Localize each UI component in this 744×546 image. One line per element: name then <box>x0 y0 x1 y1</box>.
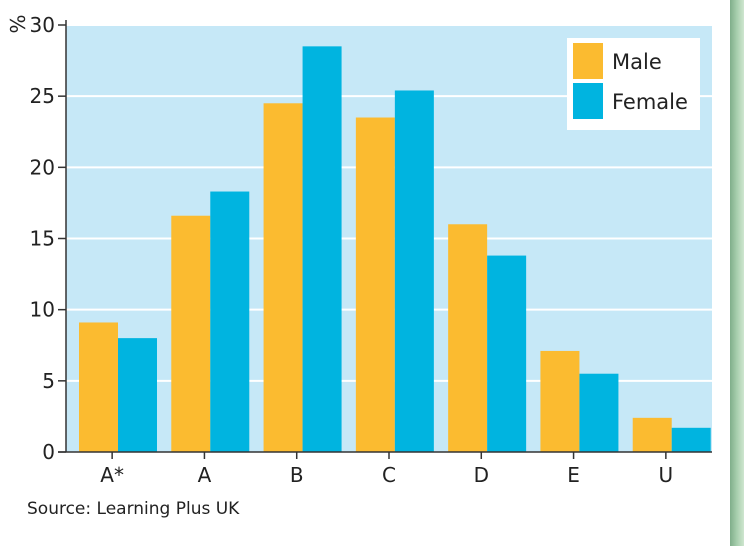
x-tick-label-A: A <box>198 463 212 487</box>
bar-female-B <box>302 46 342 452</box>
bar-male-U <box>632 417 672 452</box>
bar-female-A* <box>118 338 157 452</box>
bar-male-B <box>263 103 303 453</box>
bar-female-A <box>210 191 250 452</box>
y-axis-label: % <box>5 14 29 33</box>
x-tick-label-E: E <box>567 463 580 487</box>
bar-male-E <box>540 350 580 452</box>
source-note: Source: Learning Plus UK <box>27 499 240 519</box>
bar-male-D <box>448 224 488 452</box>
y-tick-label-25: 25 <box>30 84 55 108</box>
y-tick-label-0: 0 <box>42 440 55 464</box>
bar-female-U <box>671 427 711 452</box>
bar-female-C <box>394 90 434 453</box>
y-tick-labels: 0 5 10 15 20 25 30 <box>30 13 55 464</box>
x-tick-label-U: U <box>659 463 674 487</box>
y-tick-label-10: 10 <box>30 298 55 322</box>
y-tick-label-5: 5 <box>42 369 55 393</box>
y-tick-label-30: 30 <box>30 13 55 37</box>
legend: Male Female <box>567 38 700 130</box>
y-tick-label-20: 20 <box>30 155 55 179</box>
legend-swatch-female <box>573 83 603 119</box>
x-tick-label-A*: A* <box>100 463 124 487</box>
legend-label-male: Male <box>612 50 662 74</box>
legend-label-female: Female <box>612 90 688 114</box>
page-edge-stripe <box>730 0 744 546</box>
bar-male-A <box>171 215 211 452</box>
bar-male-A* <box>79 322 118 452</box>
legend-swatch-male <box>573 43 603 79</box>
bar-female-D <box>487 255 527 452</box>
bar-female-E <box>579 373 619 452</box>
bars <box>79 46 711 453</box>
bar-male-C <box>355 117 395 453</box>
y-tick-label-15: 15 <box>30 227 55 251</box>
x-tick-label-D: D <box>474 463 489 487</box>
x-tick-label-C: C <box>382 463 396 487</box>
axes <box>58 20 712 459</box>
x-tick-labels: A* A B C D E U <box>100 463 673 487</box>
x-tick-label-B: B <box>290 463 304 487</box>
